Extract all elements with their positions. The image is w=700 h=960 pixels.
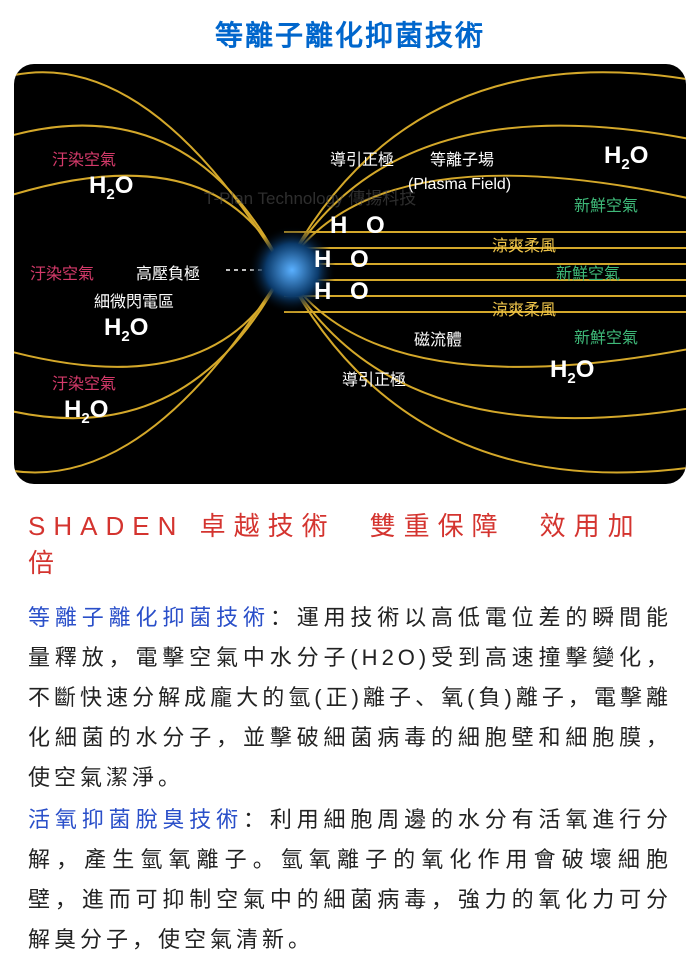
diagram-label: 導引正極 [330, 146, 394, 170]
ho-label: H O [314, 246, 375, 274]
diagram-label: 細微閃電區 [94, 288, 174, 312]
diagram-label: 汙染空氣 [52, 370, 116, 394]
plasma-diagram: 汙染空氣H2O汙染空氣高壓負極細微閃電區H2O汙染空氣H2O導引正極等離子場(P… [14, 64, 686, 484]
paragraph-2: 活氧抑菌脫臭技術：利用細胞周邊的水分有活氧進行分解，產生氫氧離子。氫氧離子的氧化… [28, 800, 672, 960]
diagram-label: 磁流體 [414, 326, 462, 350]
diagram-label: 新鮮空氣 [574, 324, 638, 348]
diagram-label: 汙染空氣 [52, 146, 116, 170]
diagram-label: H2O [604, 142, 648, 173]
diagram-label: H2O [550, 356, 594, 387]
diagram-label: (Plasma Field) [408, 176, 511, 194]
diagram-label: 導引正極 [342, 366, 406, 390]
ho-label: H O [330, 212, 391, 240]
diagram-label: 涼爽柔風 [492, 232, 556, 256]
diagram-label: 新鮮空氣 [556, 260, 620, 284]
diagram-label: H2O [64, 396, 108, 427]
term-plasma: 等離子離化抑菌技術 [28, 605, 270, 630]
diagram-label: 等離子場 [430, 146, 494, 170]
diagram-label: 高壓負極 [136, 260, 200, 284]
diagram-label: H2O [89, 172, 133, 203]
diagram-label: 涼爽柔風 [492, 296, 556, 320]
watermark: T-Plan Technology 傳揚科技 [204, 184, 416, 209]
paragraph-1: 等離子離化抑菌技術：運用技術以高低電位差的瞬間能量釋放，電擊空氣中水分子(H2O… [28, 598, 672, 798]
diagram-label: H2O [104, 314, 148, 345]
headline: SHADEN 卓越技術 雙重保障 效用加倍 [28, 506, 672, 580]
diagram-label: 新鮮空氣 [574, 192, 638, 216]
para1-body: ：運用技術以高低電位差的瞬間能量釋放，電擊空氣中水分子(H2O)受到高速撞擊變化… [28, 605, 672, 790]
ho-label: H O [314, 278, 375, 306]
content-block: SHADEN 卓越技術 雙重保障 效用加倍 等離子離化抑菌技術：運用技術以高低電… [0, 484, 700, 960]
page-title: 等離子離化抑菌技術 [0, 0, 700, 64]
term-ozone: 活氧抑菌脫臭技術 [28, 807, 243, 832]
diagram-label: 汙染空氣 [30, 260, 94, 284]
